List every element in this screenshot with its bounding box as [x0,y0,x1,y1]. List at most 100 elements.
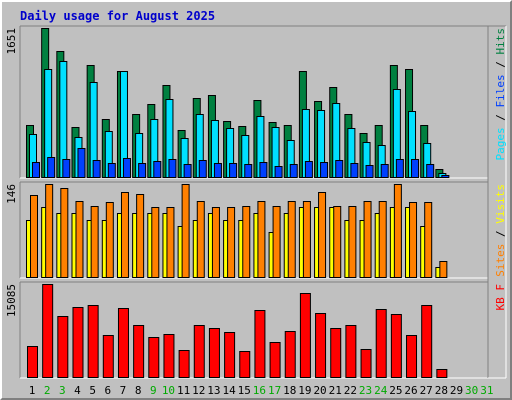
kbytes-bar-14 [224,332,236,378]
sites-bar-14 [227,207,236,278]
pages-bar-11 [183,164,192,178]
sites-bar-22 [348,206,357,278]
sites-bar-15 [242,206,251,278]
sites-bar-25 [393,184,402,278]
sites-bar-11 [181,184,190,278]
legend-part-3: / [494,55,507,75]
day-label-1: 1 [29,384,36,397]
legend2-part-2: Visits [494,184,507,224]
kbytes-bar-11 [178,350,190,378]
kbytes-bar-26 [406,335,418,378]
pages-bar-6 [107,163,116,178]
pages-bar-20 [320,162,329,178]
kbytes-bar-3 [57,316,69,378]
kbytes-bar-12 [193,325,205,378]
day-label-27: 27 [420,384,433,397]
pages-bar-21 [335,160,344,178]
kbytes-bar-21 [330,328,342,378]
pages-bar-2 [47,157,56,178]
sites-bar-2 [45,184,54,278]
legend2-part-1: / [494,224,507,244]
pages-bar-14 [229,163,238,178]
day-label-18: 18 [283,384,296,397]
pages-bar-3 [62,159,71,178]
kbytes-legend: KB F [494,284,507,311]
sites-bar-23 [363,201,372,278]
pages-bar-18 [289,164,298,178]
sites-bar-7 [120,192,129,278]
sites-bar-13 [211,207,220,278]
kbytes-bar-16 [254,310,266,378]
hits-yaxis-max-label: 1651 [5,28,18,55]
day-label-15: 15 [238,384,251,397]
kbytes-bar-20 [315,313,327,378]
pages-bar-8 [138,163,147,178]
kbytes-bar-1 [27,346,38,378]
day-label-22: 22 [344,384,357,397]
kbytes-bar-9 [148,337,160,378]
sites-bar-18 [287,201,296,278]
pages-bar-9 [153,161,162,178]
day-label-10: 10 [162,384,175,397]
legend-column [488,26,506,378]
sites-bar-9 [151,207,160,278]
pages-bar-17 [274,166,283,178]
pages-bar-5 [92,160,101,178]
day-label-7: 7 [120,384,127,397]
sites-bar-12 [196,201,205,278]
pages-bar-22 [350,163,359,178]
kbytes-bar-7 [117,308,129,378]
sites-bar-20 [318,192,327,278]
pages-bar-10 [168,159,177,178]
legend2-part-0: Sites [494,244,507,277]
sites-bar-6 [105,202,114,278]
day-label-30: 30 [465,384,478,397]
sites-bar-10 [166,207,175,278]
pages-bar-26 [411,159,420,178]
chart-title: Daily usage for August 2025 [20,9,216,23]
kbytes-bar-23 [360,349,372,378]
day-label-9: 9 [150,384,157,397]
hits-files-pages-legend: Pages / Files / Hits [494,28,507,161]
pages-bar-19 [304,161,313,178]
pages-bar-7 [122,158,131,178]
sites-bar-24 [378,201,387,278]
pages-bar-24 [380,164,389,178]
pages-bar-12 [198,160,207,178]
day-label-21: 21 [329,384,342,397]
day-label-6: 6 [104,384,111,397]
day-label-25: 25 [389,384,402,397]
kbytes-bar-24 [375,309,387,378]
sites-bar-27 [424,202,433,278]
kbytes-bar-5 [87,305,99,378]
pages-bar-15 [244,164,253,178]
kbytes-bar-15 [239,351,251,378]
pages-bar-16 [259,162,268,178]
day-label-23: 23 [359,384,372,397]
day-label-3: 3 [59,384,66,397]
sites-visits-legend: Sites / Visits [494,184,507,277]
kbytes-bar-28 [436,369,448,378]
kbytes-bar-4 [72,307,84,378]
day-label-28: 28 [435,384,448,397]
kbytes-bar-6 [102,335,114,378]
pages-bar-1 [32,162,40,178]
sites-bar-26 [409,202,418,278]
pages-bar-13 [213,163,222,178]
pages-bar-25 [395,159,404,178]
kbytes-bar-19 [299,293,311,378]
day-label-19: 19 [298,384,311,397]
day-label-16: 16 [253,384,266,397]
legend-part-1: / [494,108,507,128]
kbytes-bar-2 [42,284,54,378]
sites-yaxis-max-label: 146 [5,184,18,204]
sites-bar-19 [302,201,311,278]
sites-bar-1 [30,195,38,278]
pages-bar-4 [77,148,86,178]
pages-bar-28 [441,175,450,178]
kbytes-bar-25 [390,314,402,378]
legend-part-0: Pages [494,127,507,160]
legend-part-2: Files [494,74,507,107]
sites-bar-5 [90,206,99,278]
